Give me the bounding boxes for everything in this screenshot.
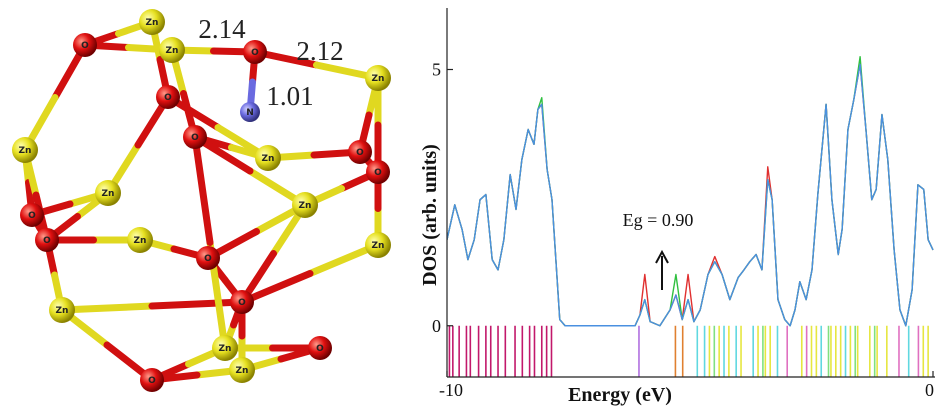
atom-label: Zn xyxy=(19,146,32,156)
atom-label: O xyxy=(81,41,89,51)
x-tick-label: 0 xyxy=(925,380,934,400)
atom-label: O xyxy=(316,344,324,354)
atom-label: O xyxy=(28,211,36,221)
bond-length: 1.01 xyxy=(266,81,313,111)
bond xyxy=(62,306,152,310)
atom-label: Zn xyxy=(102,189,115,199)
atom-label: Zn xyxy=(372,241,385,251)
bond xyxy=(195,137,210,243)
atom-label: Zn xyxy=(299,201,312,211)
atom-label: Zn xyxy=(236,366,249,376)
atom-label: O xyxy=(148,376,156,386)
atom-label: Zn xyxy=(146,18,159,28)
bond xyxy=(152,302,242,306)
bond-length: 2.12 xyxy=(296,36,343,66)
atom-label: O xyxy=(356,148,364,158)
atom-label: O xyxy=(251,48,259,58)
atom-label: O xyxy=(164,93,172,103)
atom-label: O xyxy=(191,133,199,143)
annotation: Eg = 0.90 xyxy=(623,210,694,230)
atom-label: O xyxy=(204,254,212,264)
atom-label: O xyxy=(43,236,51,246)
y-axis-title: DOS (arb. units) xyxy=(419,144,441,286)
atom-label: O xyxy=(374,168,382,178)
atom-label: N xyxy=(246,108,254,118)
dos-line xyxy=(447,64,933,325)
dos-chart: 0 5 -10 0 Energy (eV) DOS (arb. units) Eg = 0.… xyxy=(419,8,935,406)
atom-label: Zn xyxy=(56,306,69,316)
atom-label: Zn xyxy=(134,236,147,246)
x-axis-title: Energy (eV) xyxy=(568,384,672,406)
bond-length: 2.14 xyxy=(198,14,246,44)
atom-label: Zn xyxy=(262,154,275,164)
y-tick-label: 5 xyxy=(432,60,441,80)
atom-label: Zn xyxy=(372,74,385,84)
y-tick-label: 0 xyxy=(432,316,441,336)
atom-label: Zn xyxy=(166,46,179,56)
x-tick-label: -10 xyxy=(439,380,463,400)
atom-label: O xyxy=(238,298,246,308)
figure: ZnZnZnZnZnZnZnZnZnZnZnZnOOOOOOOOOOOON2.1… xyxy=(0,0,935,407)
atom-label: Zn xyxy=(219,344,232,354)
